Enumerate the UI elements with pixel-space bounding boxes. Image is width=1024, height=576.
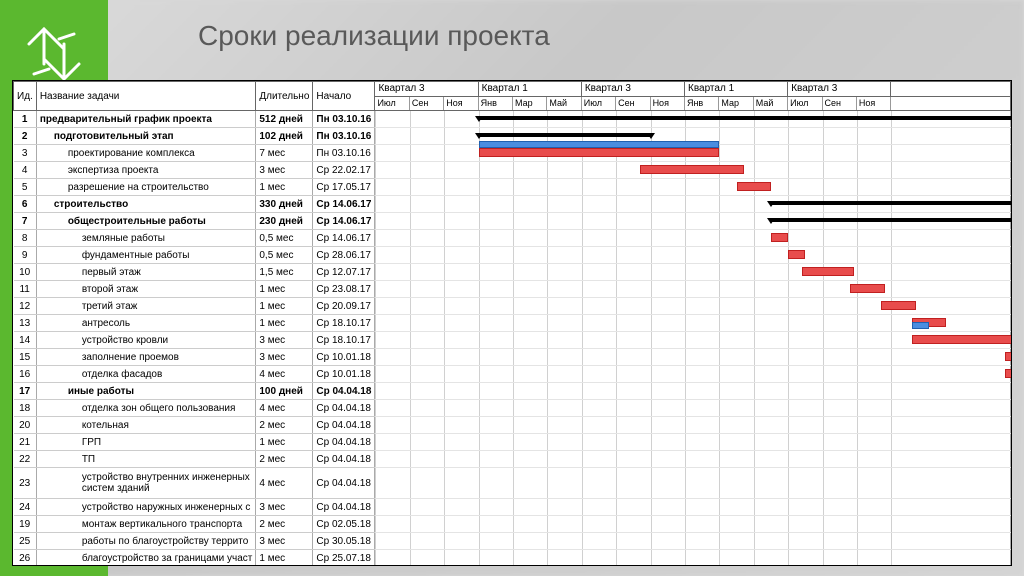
task-row: 21 ГРП 1 мес Ср 04.04.18	[14, 434, 1011, 451]
task-row: 26 благоустройство за границами участ 1 …	[14, 550, 1011, 567]
task-row: 8 земляные работы 0,5 мес Ср 14.06.17	[14, 230, 1011, 247]
task-row: 11 второй этаж 1 мес Ср 23.08.17	[14, 281, 1011, 298]
task-row: 18 отделка зон общего пользования 4 мес …	[14, 400, 1011, 417]
task-row: 3 проектирование комплекса 7 мес Пн 03.1…	[14, 145, 1011, 162]
gantt-sheet: Ид. Название задачи Длительно Начало Ква…	[12, 80, 1012, 566]
task-row: 5 разрешение на строительство 1 мес Ср 1…	[14, 179, 1011, 196]
task-row: 20 котельная 2 мес Ср 04.04.18	[14, 417, 1011, 434]
timeline-quarters: Квартал 3Квартал 1Квартал 3Квартал 1Квар…	[375, 82, 1011, 97]
task-row: 4 экспертиза проекта 3 мес Ср 22.02.17	[14, 162, 1011, 179]
col-name: Название задачи	[36, 82, 256, 111]
task-row: 19 монтаж вертикального транспорта 2 мес…	[14, 516, 1011, 533]
task-row: 7 общестроительные работы 230 дней Ср 14…	[14, 213, 1011, 230]
header-row-1: Ид. Название задачи Длительно Начало Ква…	[14, 82, 1011, 97]
task-row: 16 отделка фасадов 4 мес Ср 10.01.18	[14, 366, 1011, 383]
task-row: 24 устройство наружных инженерных с 3 ме…	[14, 499, 1011, 516]
task-row: 17 иные работы 100 дней Ср 04.04.18	[14, 383, 1011, 400]
col-start: Начало	[313, 82, 375, 111]
task-row: 1 предварительный график проекта 512 дне…	[14, 111, 1011, 128]
page-title: Сроки реализации проекта	[198, 20, 550, 52]
task-row: 13 антресоль 1 мес Ср 18.10.17	[14, 315, 1011, 332]
task-row: 6 строительство 330 дней Ср 14.06.17	[14, 196, 1011, 213]
task-row: 14 устройство кровли 3 мес Ср 18.10.17	[14, 332, 1011, 349]
task-row: 22 ТП 2 мес Ср 04.04.18	[14, 451, 1011, 468]
timeline-months: ИюлСенНояЯнвМарМайИюлСенНояЯнвМарМайИюлС…	[375, 97, 1011, 111]
task-row: 15 заполнение проемов 3 мес Ср 10.01.18	[14, 349, 1011, 366]
task-row: 12 третий этаж 1 мес Ср 20.09.17	[14, 298, 1011, 315]
col-id: Ид.	[14, 82, 37, 111]
task-row: 9 фундаментные работы 0,5 мес Ср 28.06.1…	[14, 247, 1011, 264]
col-dur: Длительно	[256, 82, 313, 111]
task-row: 23 устройство внутренних инженерныхсисте…	[14, 468, 1011, 499]
task-row: 10 первый этаж 1,5 мес Ср 12.07.17	[14, 264, 1011, 281]
task-row: 25 работы по благоустройству террито 3 м…	[14, 533, 1011, 550]
